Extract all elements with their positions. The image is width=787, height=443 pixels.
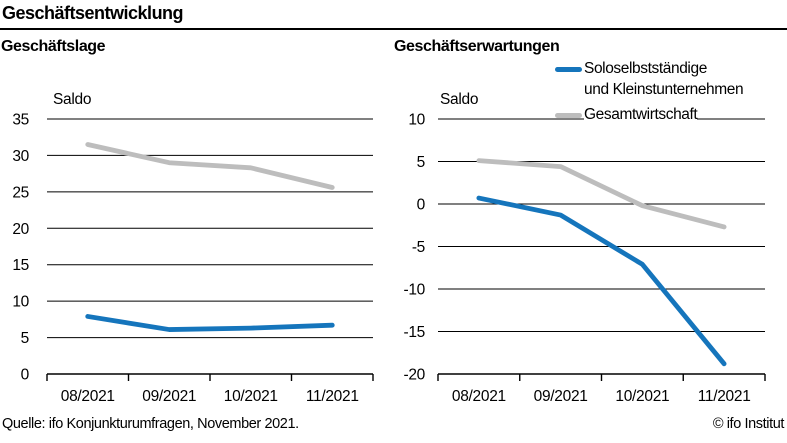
y-tick-label: 5 bbox=[417, 154, 425, 171]
title-divider bbox=[0, 28, 787, 30]
series-line-gesamtwirtschaft bbox=[476, 158, 727, 230]
y-tick-label: -15 bbox=[403, 324, 425, 341]
chart-title-geschaeftserwartungen: Geschäftserwartungen bbox=[394, 38, 560, 55]
chart-geschaeftserwartungen: -20 -15 -10 -5 0 5 10 Saldo 08/2021 09/2021 10/202… bbox=[403, 91, 766, 405]
y-tick-label: -5 bbox=[412, 239, 425, 256]
x-tick-label: 10/2021 bbox=[615, 388, 669, 405]
chart-geschaeftslage: 0 5 10 15 20 25 30 35 Saldo 08/2021 09/2021 10/2021… bbox=[12, 91, 374, 405]
y-tick-label: 0 bbox=[21, 367, 30, 384]
legend-swatch-gesamtwirtschaft bbox=[555, 113, 582, 118]
copyright-note: © ifo Institut bbox=[712, 416, 785, 432]
page-title: Geschäftsentwicklung bbox=[2, 3, 184, 23]
legend-label-soloselbststaendige-line1: Soloselbstständige bbox=[584, 60, 707, 77]
legend-label-gesamtwirtschaft: Gesamtwirtschaft bbox=[584, 106, 698, 123]
x-tick-label: 09/2021 bbox=[534, 388, 588, 405]
legend-label-soloselbststaendige-line2: und Kleinstunternehmen bbox=[584, 81, 744, 98]
y-tick-label: 10 bbox=[12, 294, 29, 311]
y-tick-label: 20 bbox=[12, 221, 29, 238]
y-tick-label: 15 bbox=[12, 257, 29, 274]
x-tick-label: 11/2021 bbox=[306, 388, 359, 405]
legend-swatch-soloselbststaendige bbox=[555, 67, 582, 72]
y-axis-unit-label: Saldo bbox=[440, 91, 478, 108]
x-tick-label: 10/2021 bbox=[224, 388, 278, 405]
x-tick-label: 08/2021 bbox=[452, 388, 506, 405]
y-tick-label: 25 bbox=[12, 184, 29, 201]
y-tick-label: 0 bbox=[417, 197, 426, 214]
y-tick-label: -10 bbox=[403, 282, 425, 299]
chart-title-geschaeftslage: Geschäftslage bbox=[1, 38, 106, 55]
series-line-soloselbstst-ndige-und-kleinstunternehmen bbox=[476, 195, 727, 367]
series-line-gesamtwirtschaft bbox=[85, 142, 335, 190]
y-tick-label: 30 bbox=[12, 148, 29, 165]
y-tick-label: 35 bbox=[12, 112, 29, 129]
x-tick-label: 09/2021 bbox=[142, 388, 196, 405]
x-tick-label: 11/2021 bbox=[698, 388, 751, 405]
y-axis-unit-label: Saldo bbox=[53, 91, 91, 108]
y-tick-label: 10 bbox=[408, 112, 425, 129]
series-line-soloselbstst-ndige-und-kleinstunternehmen bbox=[85, 314, 335, 332]
y-tick-label: -20 bbox=[403, 367, 425, 384]
y-tick-label: 5 bbox=[21, 330, 29, 347]
x-tick-label: 08/2021 bbox=[61, 388, 115, 405]
source-note: Quelle: ifo Konjunkturumfragen, November… bbox=[2, 416, 299, 432]
